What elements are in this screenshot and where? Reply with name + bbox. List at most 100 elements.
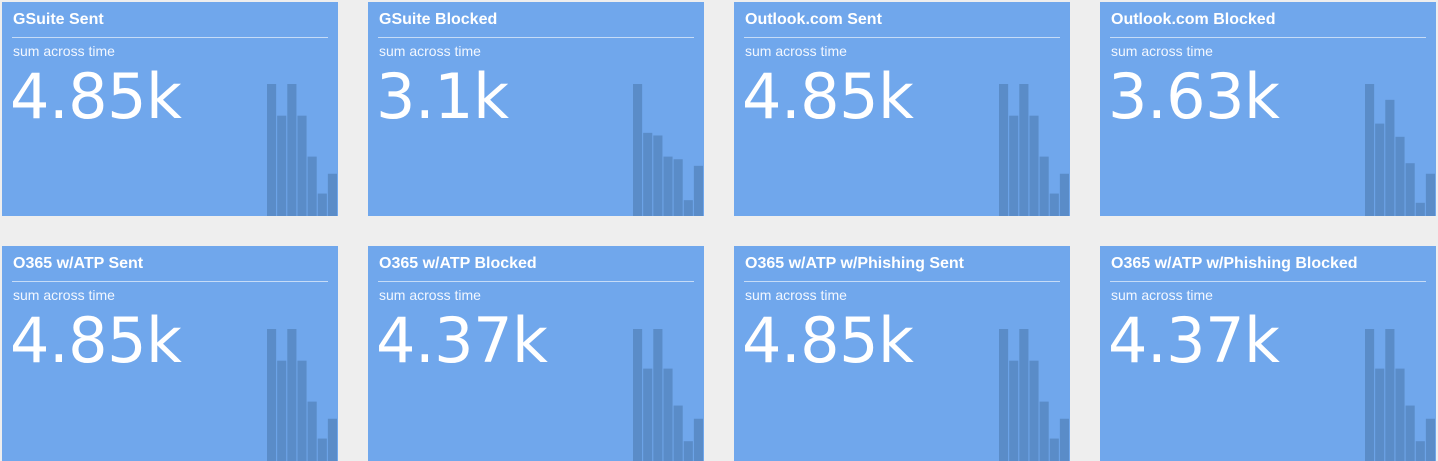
- sparkline-bar: [1009, 360, 1019, 461]
- tile-subtitle: sum across time: [1111, 43, 1213, 59]
- tile-subtitle: sum across time: [745, 43, 847, 59]
- sparkline-bar: [683, 200, 693, 216]
- sparkline-bar: [1395, 136, 1405, 216]
- tile-divider: [12, 281, 328, 282]
- tile-title: O365 w/ATP Sent: [13, 255, 144, 272]
- tile-divider: [1110, 281, 1426, 282]
- sparkline-bar: [643, 368, 653, 461]
- sparkline-bar: [653, 135, 663, 216]
- sparkline-bar: [663, 156, 673, 216]
- sparkline-chart: [999, 84, 1069, 216]
- sparkline-bar: [1029, 115, 1039, 216]
- sparkline-bar: [673, 405, 683, 461]
- sparkline-bar: [1375, 368, 1385, 461]
- tile-value: 4.85k: [10, 304, 182, 377]
- tile-o365-atp-phishing-sent[interactable]: O365 w/ATP w/Phishing Sent sum across ti…: [734, 246, 1070, 461]
- sparkline-bar: [999, 329, 1009, 461]
- sparkline-bar: [267, 84, 277, 216]
- sparkline-bar: [693, 418, 703, 461]
- tile-value: 4.37k: [376, 304, 548, 377]
- sparkline-bar: [1365, 84, 1375, 216]
- sparkline-bar: [297, 360, 307, 461]
- sparkline-chart: [1365, 329, 1435, 461]
- tile-value: 4.85k: [742, 304, 914, 377]
- sparkline-bar: [653, 329, 663, 461]
- tile-divider: [378, 281, 694, 282]
- tile-gsuite-blocked[interactable]: GSuite Blocked sum across time 3.1k: [368, 2, 704, 216]
- tile-divider: [1110, 37, 1426, 38]
- sparkline-bar: [673, 159, 683, 216]
- sparkline-bar: [327, 173, 337, 216]
- sparkline-bar: [1425, 418, 1435, 461]
- sparkline-bar: [633, 84, 643, 216]
- sparkline-bar: [277, 115, 287, 216]
- tile-gsuite-sent[interactable]: GSuite Sent sum across time 4.85k: [2, 2, 338, 216]
- tile-subtitle: sum across time: [13, 43, 115, 59]
- sparkline-bar: [267, 329, 277, 461]
- sparkline-bar: [1059, 418, 1069, 461]
- tile-value: 4.85k: [742, 60, 914, 133]
- sparkline-bar: [633, 329, 643, 461]
- sparkline-bar: [307, 156, 317, 216]
- sparkline-chart: [267, 329, 337, 461]
- tile-title: Outlook.com Blocked: [1111, 11, 1276, 28]
- tile-value: 3.63k: [1108, 60, 1280, 133]
- sparkline-bar: [287, 84, 297, 216]
- tile-divider: [744, 37, 1060, 38]
- tile-title: GSuite Sent: [13, 11, 104, 28]
- sparkline-bar: [277, 360, 287, 461]
- sparkline-bar: [1425, 173, 1435, 216]
- tile-subtitle: sum across time: [379, 287, 481, 303]
- tile-title: GSuite Blocked: [379, 11, 498, 28]
- sparkline-bar: [1415, 202, 1425, 216]
- sparkline-bar: [1019, 329, 1029, 461]
- sparkline-chart: [1365, 84, 1435, 216]
- tile-value: 3.1k: [376, 60, 509, 133]
- tile-o365-atp-blocked[interactable]: O365 w/ATP Blocked sum across time 4.37k: [368, 246, 704, 461]
- sparkline-bar: [1049, 438, 1059, 461]
- sparkline-bar: [317, 193, 327, 216]
- sparkline-bar: [643, 132, 653, 216]
- sparkline-chart: [267, 84, 337, 216]
- tile-subtitle: sum across time: [13, 287, 115, 303]
- tile-o365-atp-phishing-blocked[interactable]: O365 w/ATP w/Phishing Blocked sum across…: [1100, 246, 1436, 461]
- sparkline-bar: [693, 165, 703, 216]
- sparkline-bar: [1405, 163, 1415, 216]
- tile-subtitle: sum across time: [1111, 287, 1213, 303]
- sparkline-bar: [307, 401, 317, 461]
- tile-title: Outlook.com Sent: [745, 11, 882, 28]
- tile-o365-atp-sent[interactable]: O365 w/ATP Sent sum across time 4.85k: [2, 246, 338, 461]
- tile-value: 4.85k: [10, 60, 182, 133]
- tile-divider: [744, 281, 1060, 282]
- sparkline-bar: [1415, 441, 1425, 461]
- tile-title: O365 w/ATP w/Phishing Blocked: [1111, 255, 1358, 272]
- sparkline-bar: [999, 84, 1009, 216]
- tile-title: O365 w/ATP Blocked: [379, 255, 537, 272]
- sparkline-bar: [1059, 173, 1069, 216]
- sparkline-chart: [633, 329, 703, 461]
- sparkline-bar: [663, 368, 673, 461]
- sparkline-chart: [633, 84, 703, 216]
- sparkline-bar: [1365, 329, 1375, 461]
- sparkline-bar: [1375, 123, 1385, 216]
- sparkline-bar: [327, 418, 337, 461]
- sparkline-bar: [1039, 401, 1049, 461]
- tile-outlook-blocked[interactable]: Outlook.com Blocked sum across time 3.63…: [1100, 2, 1436, 216]
- sparkline-bar: [1009, 115, 1019, 216]
- sparkline-bar: [1395, 368, 1405, 461]
- sparkline-bar: [1385, 329, 1395, 461]
- sparkline-bar: [297, 115, 307, 216]
- sparkline-bar: [1405, 405, 1415, 461]
- sparkline-bar: [683, 441, 693, 461]
- sparkline-bar: [1029, 360, 1039, 461]
- tile-subtitle: sum across time: [745, 287, 847, 303]
- tile-divider: [378, 37, 694, 38]
- tile-outlook-sent[interactable]: Outlook.com Sent sum across time 4.85k: [734, 2, 1070, 216]
- sparkline-bar: [1049, 193, 1059, 216]
- sparkline-bar: [287, 329, 297, 461]
- tile-value: 4.37k: [1108, 304, 1280, 377]
- tile-title: O365 w/ATP w/Phishing Sent: [745, 255, 965, 272]
- sparkline-chart: [999, 329, 1069, 461]
- sparkline-bar: [317, 438, 327, 461]
